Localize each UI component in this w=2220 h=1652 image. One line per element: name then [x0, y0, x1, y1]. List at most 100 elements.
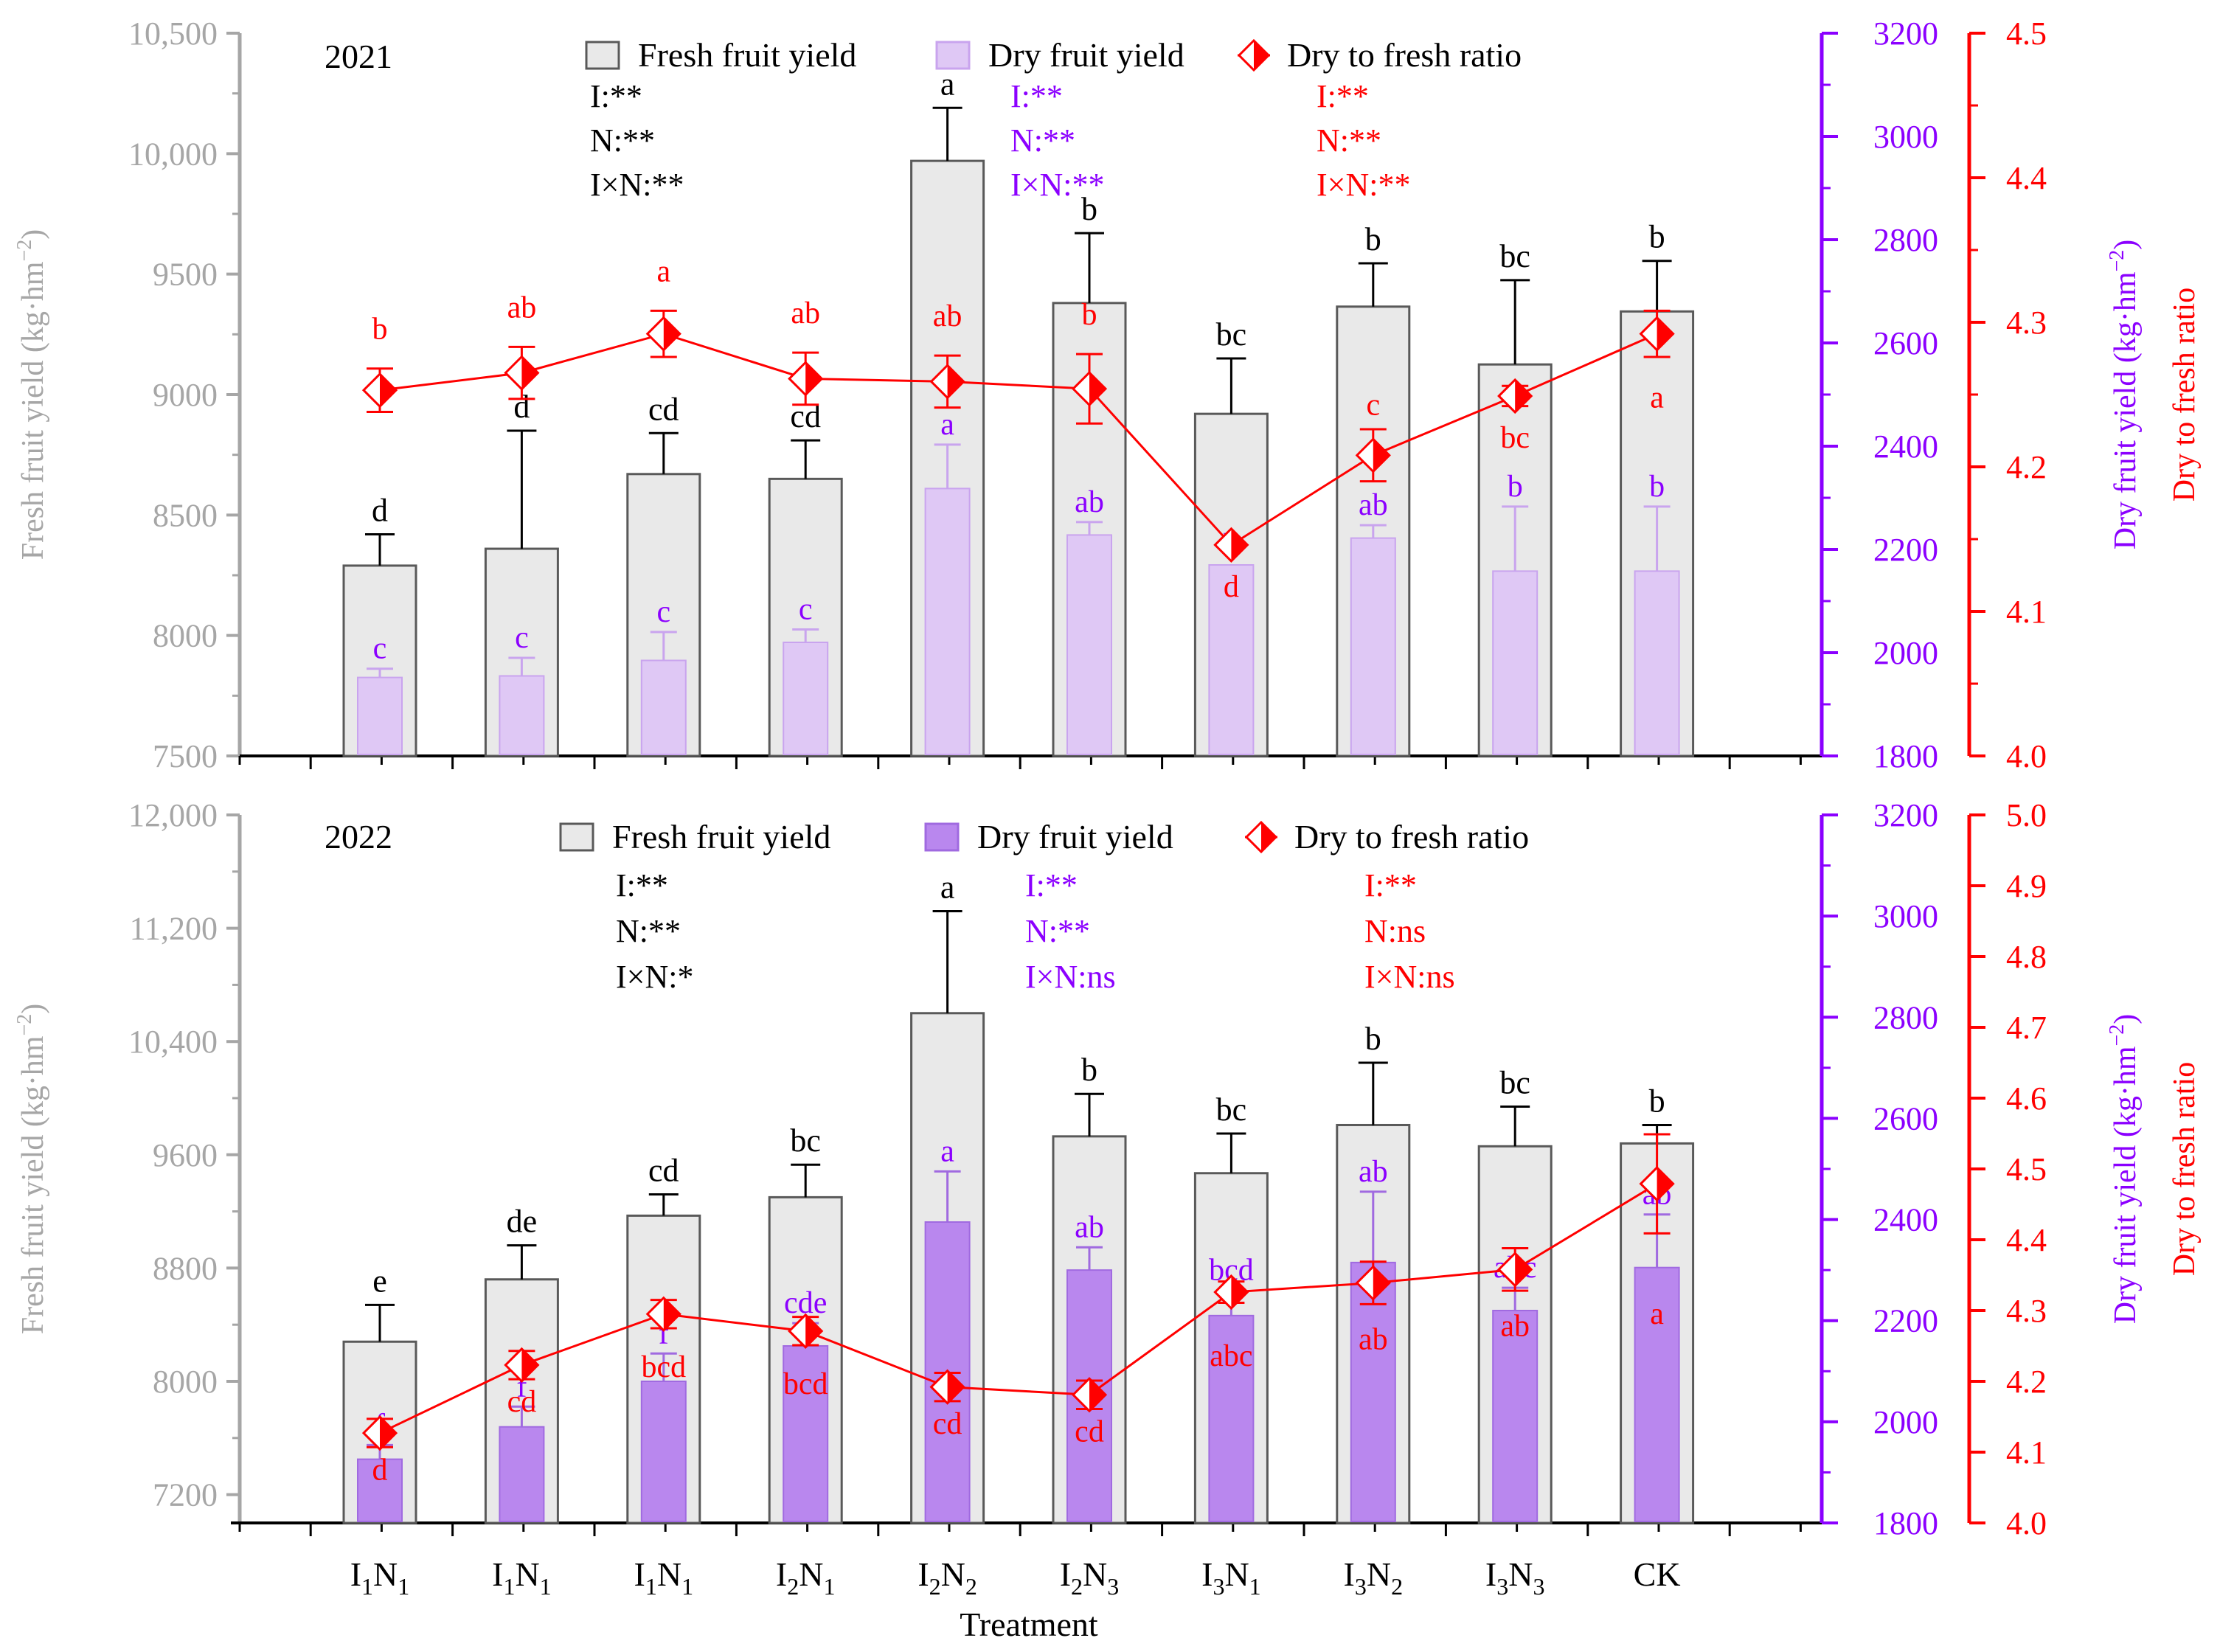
cat-N-sub: 1 — [823, 1573, 835, 1600]
dry-sig-letter: ab — [1359, 488, 1388, 522]
legend-fresh-swatch — [585, 41, 620, 70]
ratio-sig-letter: b — [1082, 298, 1097, 332]
dry-axis-title: Dry fruit yield (kg·hm−2) — [2106, 1014, 2143, 1325]
ratio-sig-letter: bcd — [783, 1367, 828, 1401]
cat-I-sub: 2 — [929, 1573, 941, 1600]
dry-bar — [640, 659, 687, 755]
chart-panel-2021: 7500 8000 8500 9000 9500 10,000 10,500 1800 2000… — [13, 15, 2202, 774]
dry-tick-label: 2600 — [1873, 325, 1938, 361]
left-tick-label: 10,400 — [128, 1024, 218, 1060]
ratio-sig-letter: cd — [933, 1407, 962, 1441]
fresh-sig-letter: de — [507, 1204, 538, 1240]
cat-N: N — [1367, 1555, 1391, 1593]
fresh-sig-letter: d — [372, 492, 388, 528]
cat-N-sub: 2 — [1391, 1573, 1403, 1600]
ratio-sig-letter: a — [656, 254, 670, 288]
cat-N-sub: 1 — [1249, 1573, 1261, 1600]
dry-tick-label: 1800 — [1873, 738, 1938, 774]
fresh-sig-letter: cd — [648, 391, 679, 427]
anova-black: I×N:* — [616, 959, 693, 995]
cat-I: I — [492, 1555, 503, 1593]
dry-tick-label: 2200 — [1873, 1303, 1938, 1339]
dry-sig-letter: ab — [1075, 1210, 1104, 1244]
ratio-tick-label: 4.8 — [2006, 939, 2047, 975]
left-axis-title: Fresh fruit yield (kg·hm−2) — [13, 1004, 50, 1335]
dry-axis-title: Dry fruit yield (kg·hm−2) — [2106, 240, 2143, 550]
anova-purple: N:** — [1010, 122, 1075, 159]
ratio-tick-label: 4.5 — [2006, 15, 2047, 52]
dry-sig-letter: ab — [1359, 1155, 1388, 1189]
fresh-sig-letter: d — [513, 389, 530, 425]
anova-purple: I×N:ns — [1025, 959, 1116, 995]
unit-superscript: −2 — [13, 1014, 36, 1036]
cat-I-sub: 1 — [361, 1573, 373, 1600]
ratio-marker-half — [521, 1348, 538, 1381]
fresh-sig-letter: bc — [1499, 238, 1530, 274]
left-tick-label: 11,200 — [130, 911, 218, 947]
cat-N: N — [1224, 1555, 1249, 1593]
x-category-label: I3N1 — [1201, 1555, 1261, 1600]
ratio-sig-letter: ab — [507, 291, 537, 324]
ratio-sig-letter: a — [1650, 1297, 1664, 1331]
dry-sig-letter: c — [515, 621, 529, 655]
legend-ratio-label: Dry to fresh ratio — [1287, 36, 1522, 74]
ratio-line — [379, 333, 1658, 546]
ratio-marker-half — [380, 374, 396, 407]
dry-tick-label: 2800 — [1873, 222, 1938, 258]
anova-red: N:** — [1317, 122, 1381, 159]
left-tick-label: 10,000 — [128, 136, 218, 172]
dry-bar — [1492, 570, 1539, 756]
anova-black: N:** — [590, 122, 655, 159]
fresh-sig-letter: a — [940, 870, 955, 906]
dry-tick-label: 2600 — [1873, 1100, 1938, 1136]
anova-red: N:ns — [1364, 913, 1426, 949]
left-axis-title-close: ) — [16, 1004, 50, 1014]
ratio-sig-letter: b — [372, 313, 388, 347]
left-tick-label: 9500 — [153, 257, 218, 293]
cat-N-sub: 1 — [540, 1573, 552, 1600]
dry-sig-letter: c — [799, 593, 813, 627]
chart-panel-2022: 7200 8000 8800 9600 10,400 11,200 12,000 1800 20… — [13, 797, 2202, 1600]
left-tick-label: 9600 — [153, 1137, 218, 1173]
ratio-sig-letter: d — [1224, 570, 1239, 604]
anova-purple: N:** — [1025, 913, 1090, 949]
dry-sig-letter: ab — [1075, 485, 1104, 519]
ratio-tick-label: 4.4 — [2006, 1222, 2047, 1258]
dry-bar — [1066, 534, 1112, 756]
legend-dry-label: Dry fruit yield — [977, 818, 1173, 856]
cat-N: N — [515, 1555, 539, 1593]
dry-tick-label: 3200 — [1873, 15, 1938, 52]
left-tick-label: 7200 — [153, 1477, 218, 1513]
ratio-tick-label: 4.1 — [2006, 594, 2047, 630]
fresh-sig-letter: bc — [1216, 316, 1247, 353]
legend-ratio-label: Dry to fresh ratio — [1294, 818, 1529, 856]
ratio-marker-half — [521, 356, 538, 389]
ratio-marker-half — [1231, 528, 1248, 561]
cat-N: N — [799, 1555, 823, 1593]
legend-ratio-marker-half — [1261, 822, 1276, 852]
left-tick-label: 8000 — [153, 618, 218, 654]
panel-title: 2022 — [325, 818, 392, 856]
cat-N-sub: 3 — [1533, 1573, 1544, 1600]
fresh-sig-letter: b — [1365, 1021, 1381, 1057]
cat-I-sub: 3 — [1496, 1573, 1508, 1600]
dry-bar — [924, 487, 971, 756]
ratio-tick-label: 4.0 — [2006, 1505, 2047, 1541]
cat-N-sub: 2 — [965, 1573, 977, 1600]
dry-axis-title-text: Dry fruit yield (kg·hm — [2109, 1046, 2143, 1324]
x-category-label: I2N2 — [918, 1555, 977, 1600]
ratio-marker-half — [805, 362, 822, 395]
left-axis-title-text: Fresh fruit yield (kg·hm — [16, 1035, 50, 1334]
dry-bar — [1634, 570, 1680, 756]
x-category-label: I1N1 — [634, 1555, 694, 1600]
x-category-label: I2N1 — [776, 1555, 836, 1600]
dry-bar — [357, 676, 403, 755]
ratio-tick-label: 4.1 — [2006, 1434, 2047, 1471]
dry-tick-label: 3200 — [1873, 797, 1938, 833]
left-tick-label: 8800 — [153, 1250, 218, 1286]
cat-N: N — [1508, 1555, 1533, 1593]
cat-I: I — [634, 1555, 645, 1593]
ratio-marker-half — [1373, 1266, 1390, 1299]
dry-tick-label: 2400 — [1873, 1202, 1938, 1238]
dry-tick-label: 2400 — [1873, 428, 1938, 465]
